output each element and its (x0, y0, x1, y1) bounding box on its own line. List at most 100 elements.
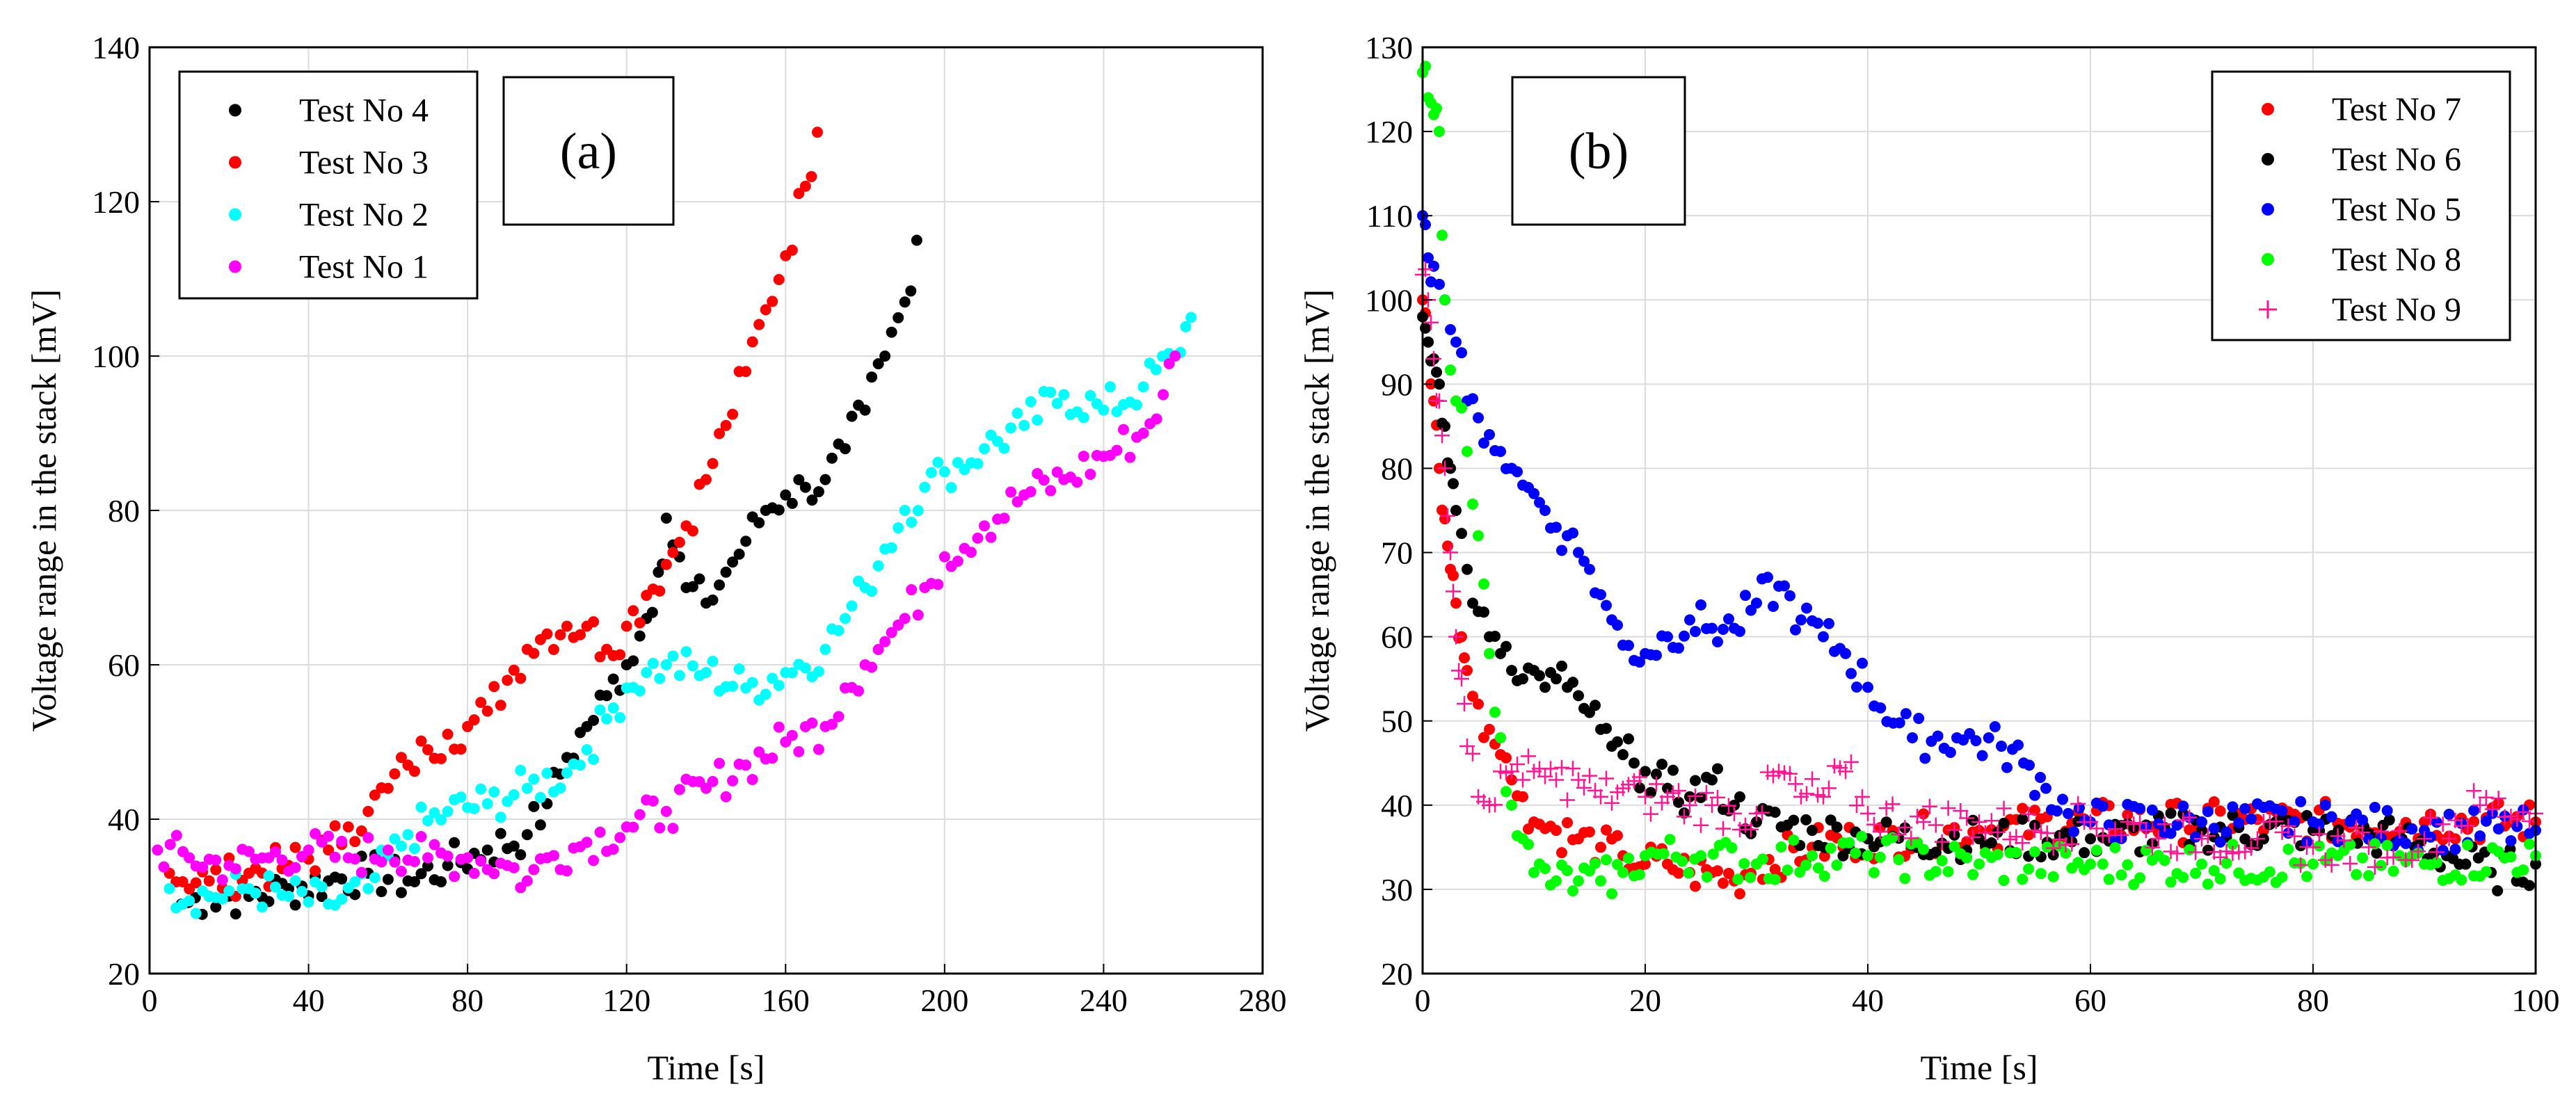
data-point (1601, 824, 1612, 836)
data-point (408, 855, 420, 867)
data-point (1473, 698, 1484, 710)
data-point (2097, 800, 2109, 812)
data-point (998, 442, 1010, 454)
data-point (826, 452, 838, 464)
data-point (906, 584, 918, 596)
legend-marker (2259, 300, 2277, 318)
data-point (1562, 865, 1573, 877)
data-point (932, 456, 944, 468)
data-point (773, 504, 785, 516)
data-point (753, 746, 765, 758)
data-point (408, 766, 420, 777)
data-point (2085, 833, 2096, 845)
data-point (1712, 636, 1723, 647)
data-point (893, 312, 904, 323)
y-tick-label: 130 (1365, 30, 1413, 65)
data-point (1857, 657, 1868, 669)
data-point (1551, 673, 1562, 685)
data-point (2311, 826, 2327, 842)
data-point (2177, 800, 2189, 812)
data-point (2490, 791, 2506, 807)
data-point (607, 844, 619, 855)
x-tick-label: 0 (142, 983, 158, 1018)
data-point (1573, 547, 1584, 558)
data-point (2013, 739, 2024, 751)
data-point (323, 830, 335, 842)
data-point (786, 729, 798, 741)
data-point (1768, 600, 1779, 612)
data-point (727, 556, 739, 568)
data-point (2357, 814, 2369, 826)
data-point (2202, 844, 2214, 856)
data-point (1807, 850, 1818, 862)
data-point (2115, 869, 2127, 881)
data-point (1965, 829, 1981, 845)
data-point (799, 481, 811, 493)
data-point (289, 875, 301, 887)
data-point (1158, 389, 1169, 401)
x-tick-label: 160 (762, 983, 810, 1018)
data-point (594, 826, 606, 838)
data-point (2165, 807, 2177, 819)
data-point (687, 581, 698, 592)
data-point (1450, 336, 1462, 348)
data-point (502, 675, 513, 686)
data-point (164, 839, 176, 850)
data-point (660, 659, 672, 670)
data-point (1612, 859, 1623, 871)
data-point (2344, 839, 2356, 850)
data-point (382, 782, 394, 794)
y-tick-label: 20 (108, 956, 140, 992)
data-point (1462, 665, 1473, 677)
data-point (554, 629, 566, 640)
data-point (1467, 691, 1478, 702)
data-point (1878, 800, 1894, 816)
data-point (1420, 322, 1431, 334)
data-point (1456, 402, 1467, 414)
data-point (1645, 787, 1656, 798)
data-point (1831, 860, 1843, 871)
data-point (1632, 769, 1647, 785)
data-point (190, 908, 202, 919)
data-point (2027, 823, 2042, 839)
data-point (667, 547, 679, 558)
data-point (223, 885, 235, 897)
data-point (972, 458, 984, 469)
data-point (495, 828, 506, 839)
data-point (607, 673, 619, 685)
data-point (1124, 451, 1136, 463)
data-point (1576, 780, 1592, 796)
data-point (362, 805, 374, 817)
data-point (1800, 860, 1812, 871)
data-point (581, 837, 593, 848)
data-point (1005, 422, 1017, 434)
data-point (2171, 819, 2183, 831)
data-point (508, 840, 520, 852)
data-point (1506, 799, 1517, 811)
data-point (1718, 878, 1729, 889)
data-point (541, 767, 553, 779)
data-point (1649, 776, 1664, 792)
data-point (1949, 841, 1960, 853)
data-point (521, 829, 533, 841)
data-point (1456, 347, 1467, 359)
data-point (1457, 696, 1472, 712)
data-point (2233, 817, 2245, 829)
data-point (1104, 381, 1116, 393)
data-point (1551, 825, 1562, 837)
data-point (1903, 830, 1919, 846)
data-point (753, 517, 765, 529)
data-point (1688, 788, 1703, 804)
data-point (714, 757, 726, 769)
data-point (422, 744, 433, 756)
data-point (879, 350, 891, 362)
data-point (369, 789, 381, 801)
data-point (1823, 618, 1834, 629)
data-point (1734, 791, 1745, 802)
data-point (336, 893, 348, 905)
data-point (1989, 721, 2001, 733)
data-point (1921, 798, 1937, 814)
data-point (389, 833, 401, 845)
data-point (2177, 871, 2189, 883)
